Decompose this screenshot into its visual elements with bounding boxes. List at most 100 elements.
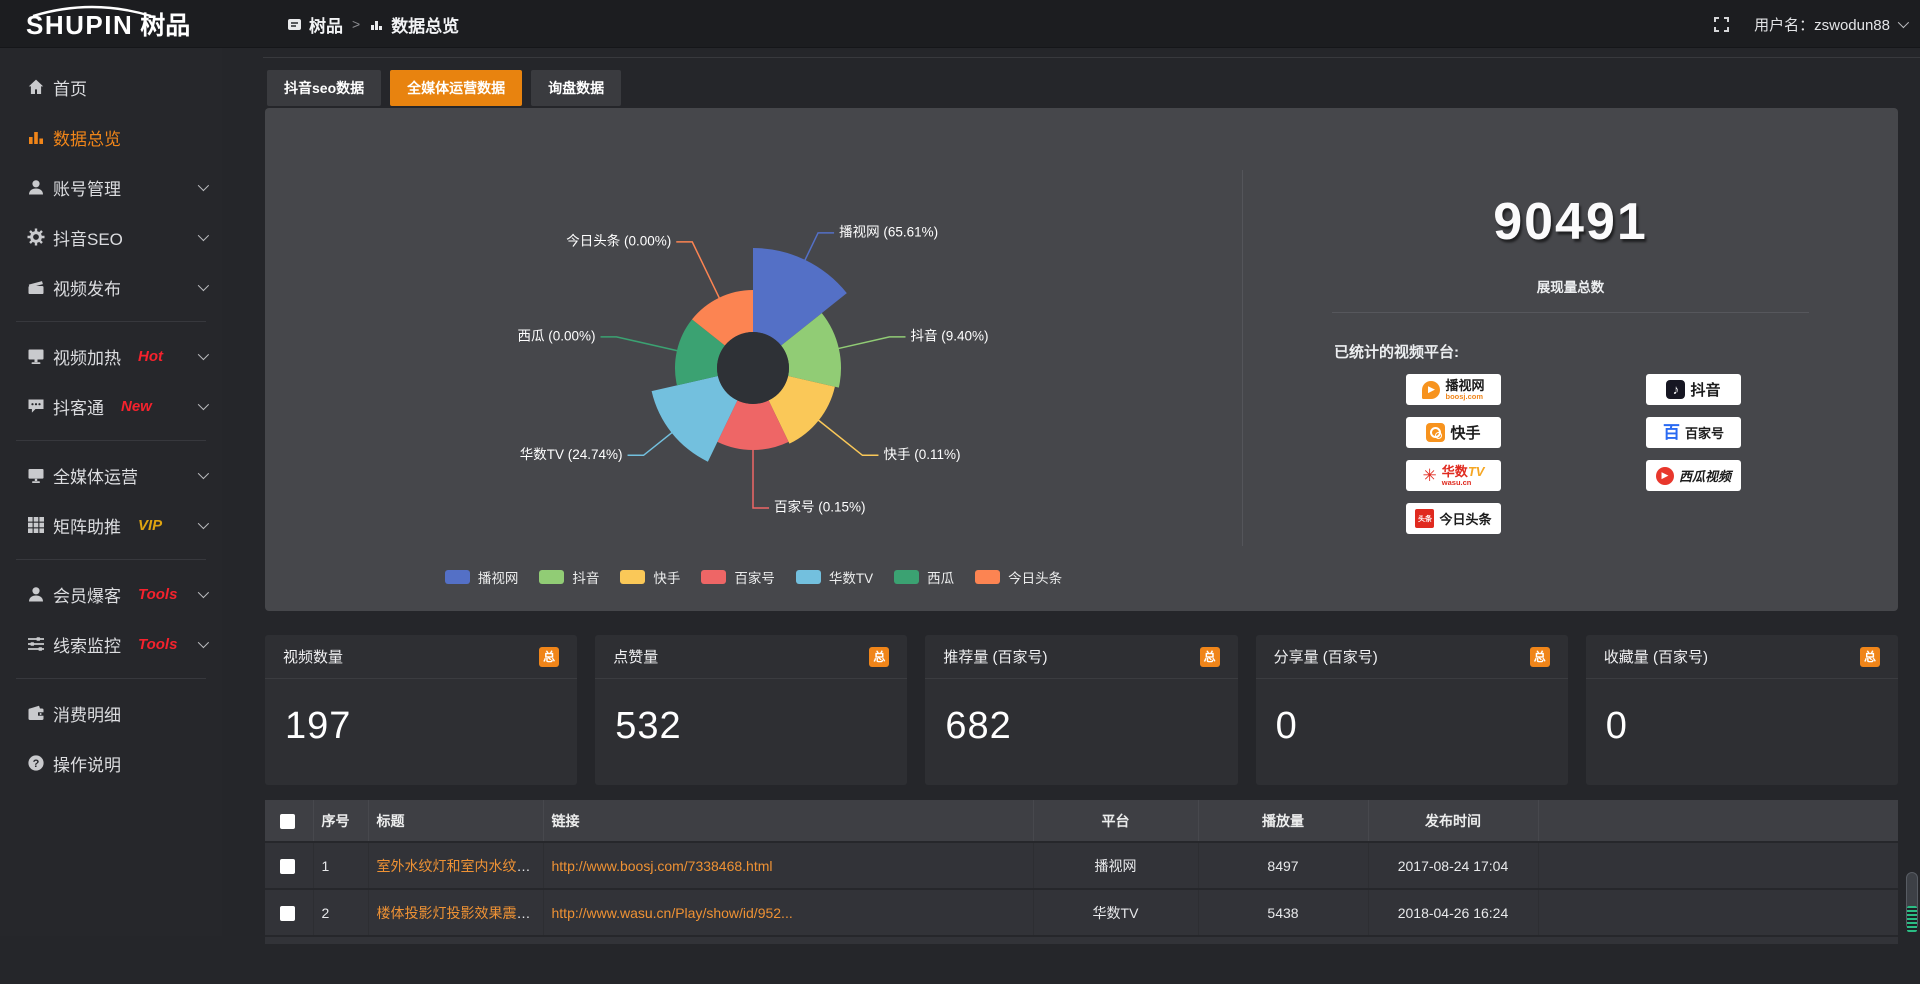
pie-label: 抖音 (9.40%) — [910, 327, 988, 343]
sidebar-item-account[interactable]: 账号管理 — [0, 162, 222, 212]
sidebar-item-video-heat[interactable]: 视频加热 Hot — [0, 331, 222, 381]
legend-item[interactable]: 今日头条 — [975, 567, 1062, 587]
user-icon — [26, 584, 46, 604]
chevron-down-icon — [198, 180, 209, 191]
sidebar-item-member-burst[interactable]: 会员爆客 Tools — [0, 569, 222, 619]
table-row: 2 楼体投影灯投影效果震撼上市 http://www.wasu.cn/Play/… — [265, 889, 1898, 936]
pie-label: 百家号 (0.15%) — [774, 499, 866, 515]
sidebar-item-douketong[interactable]: 抖客通 New — [0, 381, 222, 431]
row-checkbox[interactable] — [280, 906, 295, 921]
chevron-down-icon — [198, 637, 209, 648]
app-icon — [287, 17, 302, 32]
cell-publish-time: 2018-04-26 16:24 — [1368, 889, 1538, 936]
cell-index: 2 — [313, 889, 368, 936]
legend-item[interactable]: 西瓜 — [894, 567, 954, 587]
bar-chart-icon — [369, 17, 384, 32]
legend-item[interactable]: 播视网 — [445, 567, 519, 587]
breadcrumb-separator: > — [352, 16, 360, 32]
tab-inquiry-data[interactable]: 询盘数据 — [531, 70, 621, 106]
sidebar-item-lead-monitor[interactable]: 线索监控 Tools — [0, 619, 222, 669]
sidebar-item-douyin-seo[interactable]: 抖音SEO — [0, 212, 222, 262]
legend-item[interactable]: 华数TV — [796, 567, 873, 587]
chat-icon — [26, 396, 46, 416]
row-checkbox[interactable] — [280, 859, 295, 874]
douyin-logo-icon: ♪ — [1666, 380, 1685, 399]
user-icon — [26, 177, 46, 197]
impressions-total-label: 展现量总数 — [1243, 276, 1898, 296]
platform-badge-xigua: ▶ 西瓜视频 — [1646, 460, 1741, 491]
legend-swatch — [620, 570, 645, 584]
sidebar-divider — [16, 440, 206, 441]
user-name: 用户名：zswodun88 — [1754, 14, 1890, 35]
total-badge: 总 — [869, 647, 889, 667]
tools-badge: Tools — [138, 586, 177, 603]
video-url-link[interactable]: http://www.wasu.cn/Play/show/id/952... — [552, 905, 793, 921]
stat-value: 0 — [1586, 679, 1898, 748]
home-icon — [26, 77, 46, 97]
scrollbar-widget — [1907, 906, 1917, 932]
platforms-label: 已统计的视频平台: — [1334, 341, 1459, 362]
rose-pie-chart: 播视网 (65.61%)抖音 (9.40%)快手 (0.11%)百家号 (0.1… — [265, 108, 1242, 611]
pie-label: 今日头条 (0.00%) — [566, 232, 671, 248]
table-header-row: 序号 标题 链接 平台 播放量 发布时间 — [265, 800, 1898, 842]
select-all-checkbox[interactable] — [280, 814, 295, 829]
baijiahao-logo-icon: 百 — [1663, 424, 1680, 441]
total-badge: 总 — [1530, 647, 1550, 667]
tab-omnimedia-data[interactable]: 全媒体运营数据 — [390, 70, 522, 106]
breadcrumb-root[interactable]: 树品 — [309, 12, 343, 37]
sidebar-item-omnimedia[interactable]: 全媒体运营 — [0, 450, 222, 500]
video-title-link[interactable]: 楼体投影灯投影效果震撼上市 — [377, 905, 544, 921]
xigua-logo-icon: ▶ — [1656, 467, 1674, 485]
sliders-icon — [26, 634, 46, 654]
legend-item[interactable]: 百家号 — [701, 567, 775, 587]
sidebar-item-help[interactable]: ? 操作说明 — [0, 738, 222, 788]
table-row — [265, 936, 1898, 944]
cell-index: 1 — [313, 842, 368, 889]
video-title-link[interactable]: 室外水纹灯和室内水纹灯的区别和简介 — [377, 858, 544, 874]
sidebar-item-matrix-boost[interactable]: 矩阵助推 VIP — [0, 500, 222, 550]
stat-value: 682 — [925, 679, 1237, 748]
fullscreen-icon[interactable] — [1713, 16, 1730, 33]
stat-card-videos: 视频数量 总 197 — [265, 635, 577, 785]
wallet-icon — [26, 703, 46, 723]
sidebar-item-home[interactable]: 首页 — [0, 62, 222, 112]
total-badge: 总 — [1860, 647, 1880, 667]
screen-icon — [26, 346, 46, 366]
cell-platform: 华数TV — [1033, 889, 1198, 936]
gear-icon — [26, 227, 46, 247]
col-publish-time: 发布时间 — [1368, 800, 1538, 842]
wasu-logo-icon: ✳ — [1423, 467, 1437, 484]
chevron-down-icon — [198, 468, 209, 479]
chevron-down-icon — [198, 280, 209, 291]
question-circle-icon: ? — [26, 753, 46, 773]
sidebar-item-spend-detail[interactable]: 消费明细 — [0, 688, 222, 738]
stat-card-likes: 点赞量 总 532 — [595, 635, 907, 785]
user-menu[interactable]: 用户名：zswodun88 — [1754, 14, 1906, 35]
platform-badge-boosj: ▶ 播视网 boosj.com — [1406, 374, 1501, 405]
breadcrumb-current: 数据总览 — [391, 12, 459, 37]
sidebar-divider — [16, 678, 206, 679]
legend-swatch — [539, 570, 564, 584]
col-platform: 平台 — [1033, 800, 1198, 842]
tools-badge: Tools — [138, 636, 177, 653]
top-bar: SHUPIN 树品 树品 > 数据总览 用户名：zswodun88 — [0, 0, 1920, 48]
cell-plays: 5438 — [1198, 889, 1368, 936]
impressions-summary: 90491 展现量总数 已统计的视频平台: ▶ 播视网 boosj.com 快手 — [1243, 108, 1898, 611]
total-badge: 总 — [1200, 647, 1220, 667]
main-content: 抖音seo数据 全媒体运营数据 询盘数据 播视网 (65.61%)抖音 (9.4… — [222, 48, 1920, 936]
col-link: 链接 — [543, 800, 1033, 842]
monitor-icon — [26, 465, 46, 485]
legend-item[interactable]: 快手 — [620, 567, 680, 587]
breadcrumb: 树品 > 数据总览 — [287, 0, 459, 48]
video-url-link[interactable]: http://www.boosj.com/7338468.html — [552, 858, 773, 874]
legend-item[interactable]: 抖音 — [539, 567, 599, 587]
col-index: 序号 — [313, 800, 368, 842]
tab-douyin-seo[interactable]: 抖音seo数据 — [267, 70, 381, 106]
sidebar-item-data-overview[interactable]: 数据总览 — [0, 112, 222, 162]
chevron-down-icon — [198, 518, 209, 529]
stat-card-favorites: 收藏量 (百家号) 总 0 — [1586, 635, 1898, 785]
videos-table: 序号 标题 链接 平台 播放量 发布时间 1 室外水纹灯和室内水纹灯的区别和简介… — [265, 800, 1898, 984]
sidebar-item-video-publish[interactable]: 视频发布 — [0, 262, 222, 312]
cell-platform: 播视网 — [1033, 842, 1198, 889]
vip-badge: VIP — [138, 517, 162, 534]
